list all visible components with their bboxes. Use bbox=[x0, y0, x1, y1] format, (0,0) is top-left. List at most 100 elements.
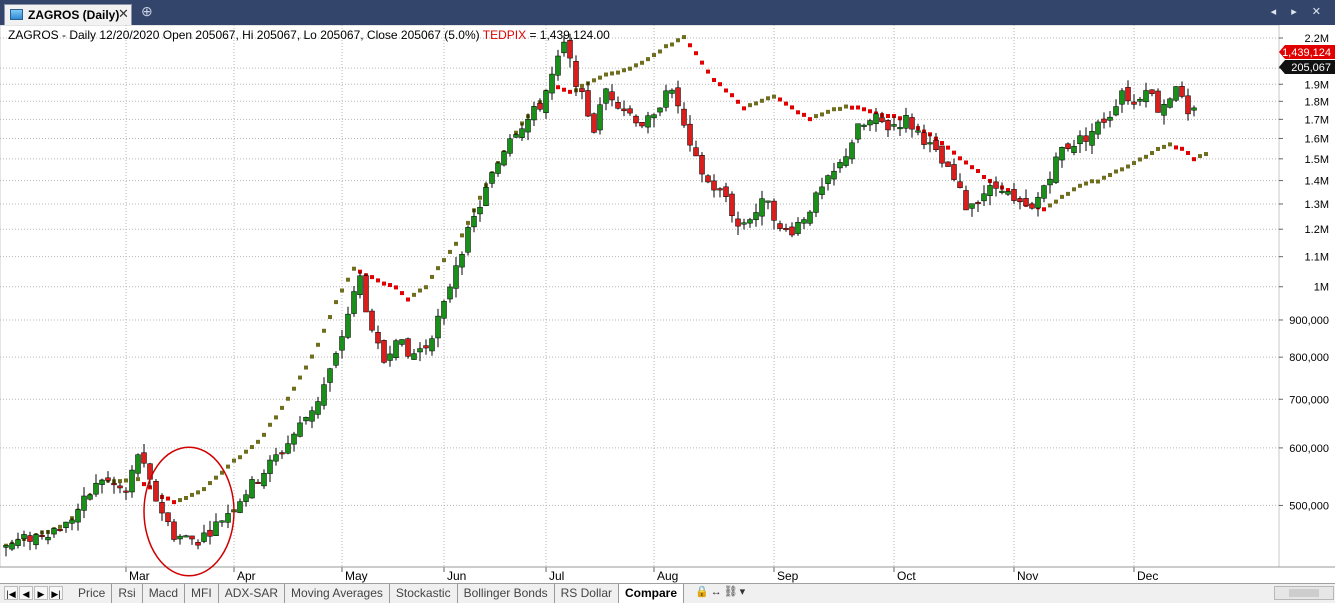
tedpix-bar bbox=[142, 482, 146, 487]
plot-area bbox=[0, 25, 1280, 568]
tab-rsi[interactable]: Rsi bbox=[112, 584, 143, 603]
tedpix-bar bbox=[580, 83, 584, 88]
y-tick-label: 1.2M bbox=[1305, 224, 1329, 236]
title-bar: ZAGROS (Daily) ✕ ⊕ ◂ ▸ ✕ bbox=[0, 0, 1335, 25]
tedpix-bar bbox=[460, 233, 464, 238]
candle-body bbox=[855, 123, 861, 140]
tedpix-bar bbox=[982, 174, 986, 179]
candle-body bbox=[699, 155, 705, 175]
first-icon[interactable]: |◀ bbox=[4, 586, 18, 600]
tedpix-price-tag: 1,439,124 bbox=[1282, 47, 1331, 59]
tedpix-bar bbox=[1192, 157, 1196, 162]
candle-body bbox=[657, 107, 663, 113]
close-icon[interactable]: ✕ bbox=[118, 6, 129, 21]
scrollbar-thumb[interactable] bbox=[1289, 589, 1319, 597]
tedpix-bar bbox=[286, 396, 290, 401]
new-tab-icon[interactable]: ⊕ bbox=[141, 3, 153, 19]
tab-moving-averages[interactable]: Moving Averages bbox=[285, 584, 390, 603]
tedpix-bar bbox=[58, 524, 62, 529]
tedpix-bar bbox=[292, 386, 296, 391]
tedpix-bar bbox=[316, 342, 320, 347]
tab-adx-sar[interactable]: ADX-SAR bbox=[219, 584, 286, 603]
candle-body bbox=[885, 120, 891, 131]
candle-body bbox=[183, 535, 189, 538]
candle-body bbox=[507, 138, 513, 154]
tedpix-bar bbox=[166, 496, 170, 501]
tedpix-bar bbox=[1174, 145, 1178, 150]
tedpix-bar bbox=[1102, 175, 1106, 180]
candle-body bbox=[465, 227, 471, 253]
chart-header: ZAGROS - Daily 12/20/2020 Open 205067, H… bbox=[8, 28, 610, 42]
candle-body bbox=[189, 535, 195, 540]
tedpix-bar bbox=[814, 114, 818, 119]
candle-body bbox=[207, 529, 213, 537]
lock-icon[interactable]: 🔒 bbox=[695, 586, 711, 598]
candle-body bbox=[543, 90, 549, 114]
tedpix-bar bbox=[334, 300, 338, 305]
tedpix-bar bbox=[418, 288, 422, 293]
candle-body bbox=[993, 181, 999, 189]
tedpix-bar bbox=[250, 445, 254, 450]
tedpix-bar bbox=[562, 87, 566, 92]
candle-body bbox=[357, 275, 363, 296]
candle-body bbox=[1119, 90, 1125, 105]
tab-stockastic[interactable]: Stockastic bbox=[390, 584, 458, 603]
candle-body bbox=[705, 175, 711, 183]
tedpix-bar bbox=[232, 458, 236, 463]
tedpix-bar bbox=[268, 422, 272, 427]
tedpix-bar bbox=[370, 275, 374, 280]
candle-body bbox=[39, 535, 45, 538]
tab-rs-dollar[interactable]: RS Dollar bbox=[555, 584, 619, 603]
candle-body bbox=[639, 122, 645, 127]
candle-body bbox=[9, 543, 15, 550]
candle-body bbox=[339, 336, 345, 351]
candle-body bbox=[243, 494, 249, 502]
horizontal-scrollbar[interactable] bbox=[1274, 586, 1334, 600]
tedpix-bar bbox=[772, 94, 776, 99]
link-icon[interactable]: ⛓ bbox=[723, 586, 740, 598]
tab-macd[interactable]: Macd bbox=[143, 584, 186, 603]
tab-bollinger-bonds[interactable]: Bollinger Bonds bbox=[458, 584, 555, 603]
tedpix-bar bbox=[970, 165, 974, 170]
tedpix-bar bbox=[1138, 157, 1142, 162]
document-tab[interactable]: ZAGROS (Daily) ✕ bbox=[4, 4, 132, 25]
candle-body bbox=[15, 539, 21, 546]
tab-compare[interactable]: Compare bbox=[619, 584, 685, 603]
tedpix-bar bbox=[448, 249, 452, 254]
next-icon[interactable]: ▶ bbox=[34, 586, 48, 600]
prev-icon[interactable]: ◀ bbox=[19, 586, 33, 600]
candle-body bbox=[483, 187, 489, 206]
candle-body bbox=[429, 338, 435, 352]
last-icon[interactable]: ▶| bbox=[49, 586, 63, 600]
candle-body bbox=[771, 200, 777, 221]
candle-body bbox=[819, 186, 825, 195]
candle-body bbox=[93, 482, 99, 495]
candle-body bbox=[141, 452, 147, 464]
tedpix-bar bbox=[454, 241, 458, 246]
candle-body bbox=[807, 211, 813, 224]
candle-body bbox=[489, 172, 495, 184]
price-chart[interactable]: 500,000 600,000 700,000 800,000 900,000 1M 1.1… bbox=[0, 25, 1335, 583]
candle-body bbox=[975, 202, 981, 205]
candle-body bbox=[1083, 135, 1089, 142]
tedpix-bar bbox=[514, 130, 518, 135]
window-nav-icons[interactable]: ◂ ▸ ✕ bbox=[1270, 6, 1327, 18]
y-tick-label: 700,000 bbox=[1289, 394, 1329, 406]
tedpix-bar bbox=[1186, 150, 1190, 155]
y-tick-label: 1M bbox=[1314, 282, 1329, 294]
candle-body bbox=[435, 315, 441, 339]
tab-mfi[interactable]: MFI bbox=[185, 584, 219, 603]
candle-body bbox=[417, 348, 423, 353]
candle-body bbox=[879, 117, 885, 123]
tab-price[interactable]: Price bbox=[72, 584, 113, 603]
chart-type-icon[interactable]: ▾ bbox=[739, 586, 748, 598]
candle-body bbox=[27, 535, 33, 542]
scale-icon[interactable]: ↔ bbox=[710, 586, 724, 598]
candle-body bbox=[393, 340, 399, 359]
candle-body bbox=[1149, 89, 1155, 94]
candle-body bbox=[933, 139, 939, 151]
tedpix-bar bbox=[478, 195, 482, 200]
candle-body bbox=[687, 123, 693, 146]
sheet-tab-bar: |◀ ◀ ▶ ▶| Price Rsi Macd MFI ADX-SAR Mov… bbox=[0, 583, 1335, 603]
candle-body bbox=[999, 190, 1005, 193]
